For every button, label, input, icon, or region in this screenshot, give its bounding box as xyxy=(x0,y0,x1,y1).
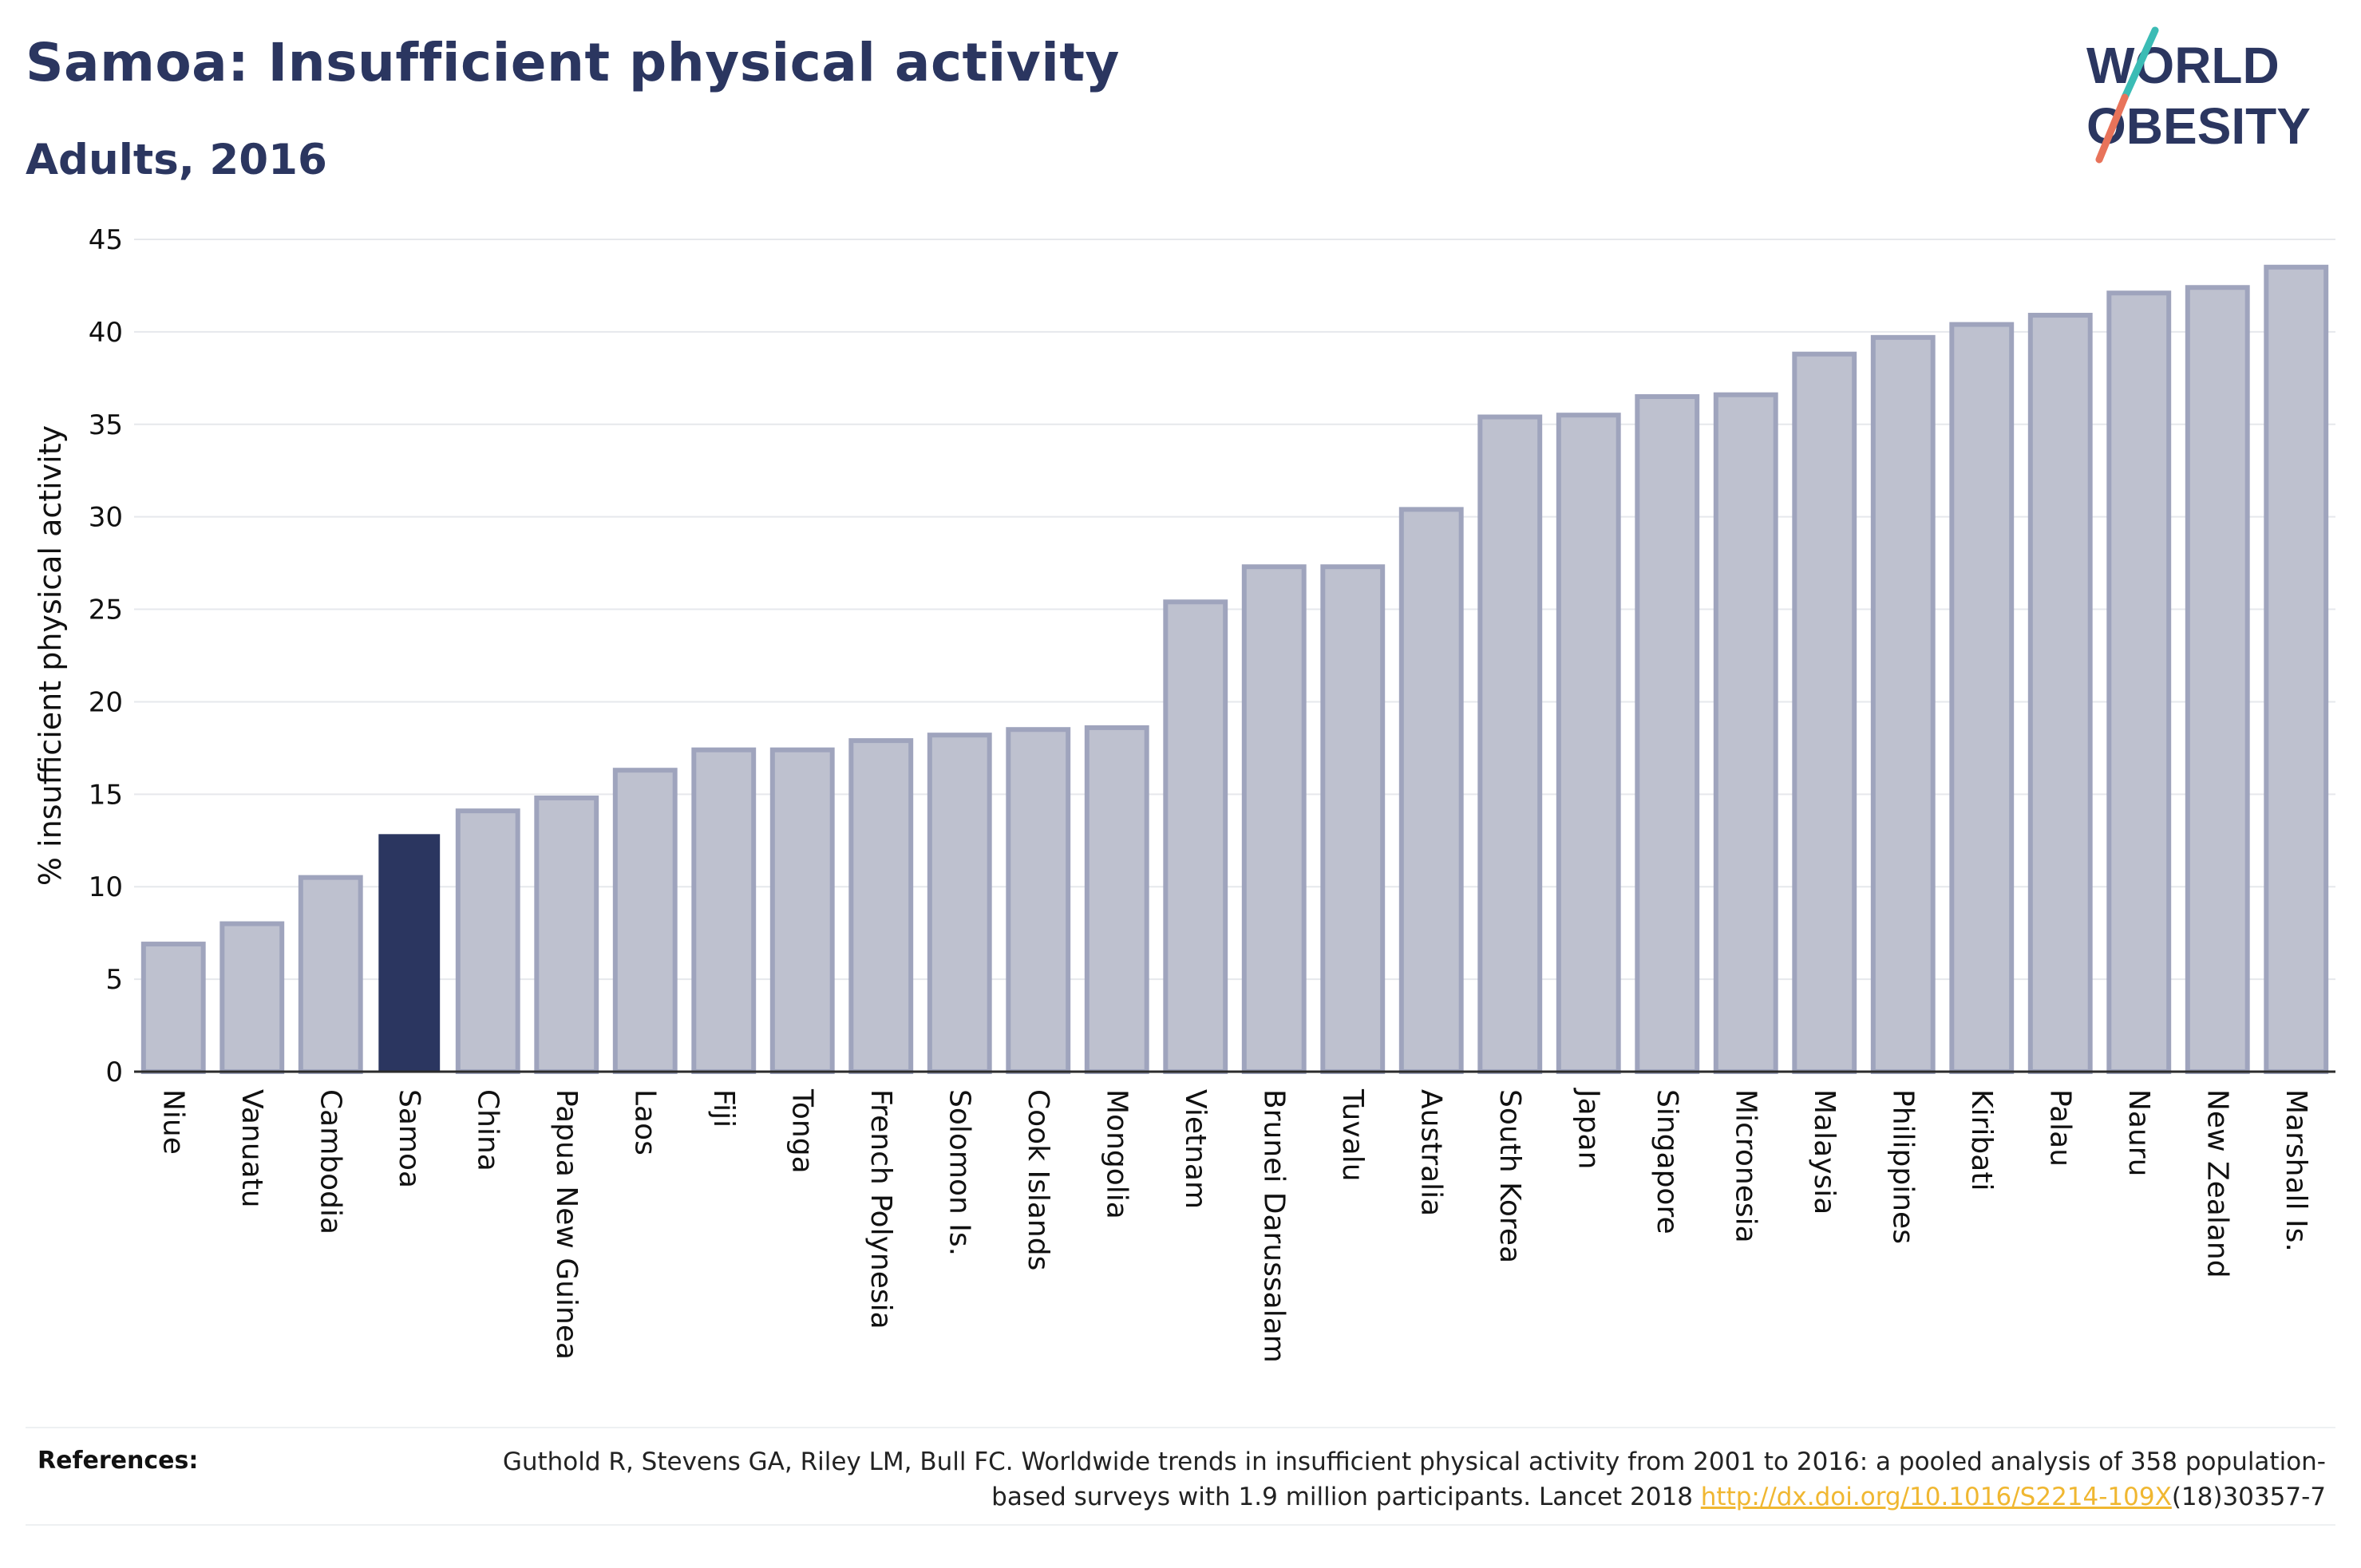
bar-japan xyxy=(1556,413,1621,1074)
bar-nauru xyxy=(2106,290,2172,1074)
bar-niue xyxy=(140,942,206,1075)
logo-slash-teal xyxy=(2121,26,2159,101)
bar-singapore xyxy=(1635,394,1700,1074)
bar-cook-islands xyxy=(1006,727,1071,1074)
x-tick-label: China xyxy=(471,1089,504,1171)
references-citation-suffix: (18)30357-7 xyxy=(2171,1483,2326,1511)
x-tick-label: Marshall Is. xyxy=(2280,1089,2312,1252)
bar-malaysia xyxy=(1792,351,1857,1074)
bar-vanuatu xyxy=(219,921,285,1074)
x-tick-label: Philippines xyxy=(1886,1089,1919,1244)
bar-australia xyxy=(1398,507,1464,1074)
bar-micronesia xyxy=(1713,392,1778,1074)
bar-new-zealand xyxy=(2185,285,2250,1074)
y-tick-label: 15 xyxy=(89,779,123,811)
x-tick-label: Samoa xyxy=(393,1089,425,1188)
x-tick-label: Niue xyxy=(156,1089,189,1155)
bar-philippines xyxy=(1870,334,1936,1074)
x-tick-label: Cambodia xyxy=(314,1089,346,1234)
x-tick-label: Solomon Is. xyxy=(943,1089,975,1256)
references-divider-bottom xyxy=(26,1524,2335,1526)
bar-brunei-darussalam xyxy=(1241,564,1307,1074)
bar-papua-new-guinea xyxy=(534,795,599,1074)
y-tick-label: 10 xyxy=(89,871,123,903)
x-tick-label: Brunei Darussalam xyxy=(1257,1089,1290,1363)
x-tick-label: Nauru xyxy=(2122,1089,2155,1176)
y-tick-label: 30 xyxy=(89,502,123,534)
references-citation: Guthold R, Stevens GA, Riley LM, Bull FC… xyxy=(502,1448,2326,1511)
x-tick-label: Vanuatu xyxy=(235,1089,268,1208)
x-tick-label: Micronesia xyxy=(1729,1089,1762,1243)
x-tick-label: Laos xyxy=(628,1089,661,1155)
x-tick-label: Singapore xyxy=(1651,1089,1683,1234)
bar-chart: 0 5 10 15 20 25 30 35 40 45 % insufficient physica… xyxy=(33,224,2335,1363)
bar-tuvalu xyxy=(1320,564,1386,1074)
x-tick-label: Malaysia xyxy=(1808,1089,1841,1215)
references-text: Guthold R, Stevens GA, Riley LM, Bull FC… xyxy=(490,1444,2326,1515)
y-tick-label: 25 xyxy=(89,594,123,626)
references-label: References: xyxy=(38,1447,199,1475)
bar-french-polynesia xyxy=(848,738,914,1075)
x-tick-label: French Polynesia xyxy=(864,1089,897,1329)
bar-mongolia xyxy=(1084,725,1149,1074)
logo-line1: WORLD xyxy=(2086,37,2280,94)
bar-china xyxy=(455,808,520,1075)
logo-slash-coral xyxy=(2095,93,2129,164)
bar-marshall-is xyxy=(2264,264,2329,1074)
chart-subtitle: Adults, 2016 xyxy=(26,136,327,184)
x-tick-label: Papua New Guinea xyxy=(550,1089,583,1360)
references-divider-top xyxy=(26,1427,2335,1428)
bar-tonga xyxy=(769,747,835,1074)
y-tick-label: 0 xyxy=(105,1057,123,1088)
bar-palau xyxy=(2027,313,2093,1075)
y-tick-label: 35 xyxy=(89,409,123,441)
x-tick-label: Palau xyxy=(2043,1089,2076,1167)
bar-cambodia xyxy=(298,875,363,1074)
x-tick-label: Mongolia xyxy=(1100,1089,1133,1219)
x-tick-label: Japan xyxy=(1572,1088,1604,1169)
y-axis-label: % insufficient physical activity xyxy=(33,425,68,886)
x-tick-label: Kiribati xyxy=(1965,1089,1998,1191)
x-tick-label: Cook Islands xyxy=(1022,1089,1054,1270)
y-tick-label: 5 xyxy=(105,964,123,996)
world-obesity-logo: WORLD OBESITY xyxy=(2086,26,2311,164)
x-tick-label: Vietnam xyxy=(1179,1089,1212,1209)
references-doi-link[interactable]: http://dx.doi.org/10.1016/S2214-109X xyxy=(1700,1483,2172,1511)
y-tick-label: 40 xyxy=(89,317,123,349)
x-tick-label: Australia xyxy=(1414,1089,1447,1216)
bar-vietnam xyxy=(1163,599,1228,1074)
y-tick-label: 20 xyxy=(89,686,123,718)
bar-fiji xyxy=(691,747,757,1074)
bar-laos xyxy=(612,768,678,1074)
x-tick-label: Fiji xyxy=(707,1089,740,1128)
x-tick-label: Tuvalu xyxy=(1336,1088,1369,1182)
chart-title: Samoa: Insufficient physical activity xyxy=(26,32,1120,93)
bar-kiribati xyxy=(1949,322,2015,1074)
y-tick-label: 45 xyxy=(89,224,123,256)
bar-samoa xyxy=(378,834,441,1073)
x-tick-label: Tonga xyxy=(785,1088,818,1174)
x-tick-label: New Zealand xyxy=(2201,1089,2233,1278)
bar-south-korea xyxy=(1477,414,1543,1074)
x-tick-label: South Korea xyxy=(1493,1089,1526,1263)
bar-solomon-is xyxy=(927,733,992,1074)
